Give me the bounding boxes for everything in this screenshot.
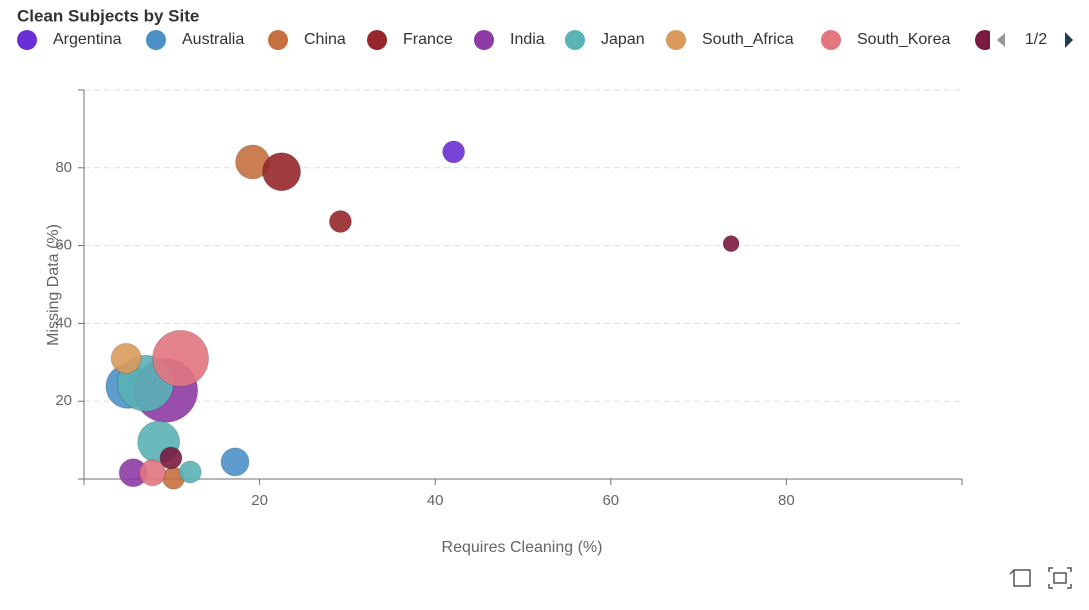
- bubble: [328, 209, 352, 233]
- x-axis-label: Requires Cleaning (%): [442, 539, 603, 556]
- legend-label[interactable]: India: [510, 31, 545, 48]
- legend: Argentina Australia China France India Japan S…: [17, 30, 990, 50]
- legend-label[interactable]: Australia: [182, 31, 244, 48]
- legend-marker: [268, 30, 288, 50]
- y-tick-label: 80: [55, 159, 72, 176]
- bubble: [178, 460, 202, 484]
- bubble: [159, 446, 183, 470]
- x-tick-label: 80: [778, 492, 795, 509]
- legend-marker: [821, 30, 841, 50]
- y-tick-label: 60: [55, 237, 72, 254]
- x-tick-label: 60: [602, 492, 619, 509]
- chart-title: Clean Subjects by Site: [17, 6, 199, 25]
- fullscreen-button[interactable]: [1048, 567, 1072, 589]
- y-tick-label: 40: [55, 314, 72, 331]
- legend-prev[interactable]: [997, 33, 1005, 47]
- legend-marker: [367, 30, 387, 50]
- legend-next[interactable]: [1065, 32, 1073, 48]
- legend-marker: [474, 30, 494, 50]
- x-tick-label: 40: [427, 492, 444, 509]
- legend-marker: [666, 30, 686, 50]
- y-axis-label: Missing Data (%): [45, 224, 62, 346]
- bubble: [110, 342, 142, 374]
- bubble: [722, 235, 740, 253]
- legend-label[interactable]: South_Africa: [702, 31, 794, 48]
- bubble: [152, 329, 210, 387]
- bubble: [262, 152, 302, 192]
- legend-label[interactable]: France: [403, 31, 453, 48]
- legend-marker: [975, 30, 990, 50]
- legend-marker: [565, 30, 585, 50]
- x-tick-label: 20: [251, 492, 268, 509]
- legend-page: 1/2: [1025, 31, 1047, 48]
- legend-label[interactable]: Argentina: [53, 31, 122, 48]
- bubble: [442, 140, 466, 164]
- toolbar: [1009, 567, 1072, 589]
- legend-label[interactable]: China: [304, 31, 346, 48]
- bubble: [138, 459, 166, 487]
- legend-label[interactable]: South_Korea: [857, 31, 951, 48]
- legend-marker: [146, 30, 166, 50]
- y-tick-label: 20: [55, 392, 72, 409]
- restore-button[interactable]: [1009, 569, 1031, 587]
- legend-label[interactable]: Japan: [601, 31, 645, 48]
- bubble: [220, 447, 250, 477]
- legend-marker: [17, 30, 37, 50]
